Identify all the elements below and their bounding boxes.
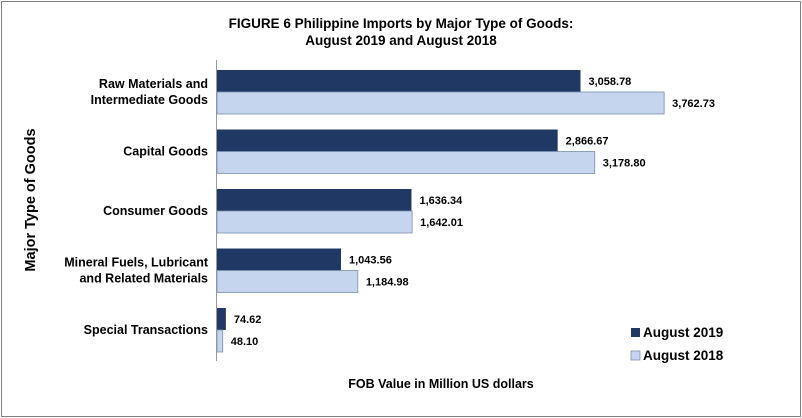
category-label: Capital Goods (123, 145, 208, 159)
data-label: 1,043.56 (349, 255, 392, 267)
data-label: 1,642.01 (420, 217, 463, 229)
bar (216, 210, 413, 234)
data-label: 3,762.73 (672, 98, 715, 110)
bar (216, 91, 665, 115)
data-label: 74.62 (234, 314, 262, 326)
chart-title-line-1: FIGURE 6 Philippine Imports by Major Typ… (229, 16, 574, 31)
category-label: Consumer Goods (103, 204, 208, 218)
bar (216, 329, 224, 353)
legend-label-august-2019: August 2019 (643, 325, 723, 340)
category-label: Special Transactions (84, 323, 208, 337)
data-label: 3,178.80 (603, 158, 646, 170)
data-label: 1,184.98 (366, 277, 409, 289)
data-label: 2,866.67 (566, 136, 609, 148)
bar (217, 189, 412, 211)
legend-swatch-august-2018 (630, 350, 641, 361)
legend: August 2019 August 2018 (630, 325, 724, 363)
legend-swatch-august-2019 (631, 328, 640, 337)
bar (217, 248, 342, 271)
bar (216, 151, 596, 174)
bar (216, 270, 359, 293)
category-label: Mineral Fuels, Lubricant and Related Mate… (64, 256, 209, 286)
bar (217, 308, 226, 330)
bar-groups: Raw Materials and Intermediate Goods 3,058… (64, 70, 715, 353)
data-label: 3,058.78 (588, 76, 631, 88)
data-label: 1,636.34 (419, 195, 463, 207)
bar (217, 70, 581, 92)
chart-title-line-2: August 2019 and August 2018 (305, 33, 497, 48)
legend-label-august-2018: August 2018 (643, 348, 724, 363)
data-label: 48.10 (231, 336, 259, 348)
x-axis-title: FOB Value in Million US dollars (348, 377, 533, 391)
y-axis-title: Major Type of Goods (23, 128, 39, 271)
bar (217, 129, 558, 152)
category-label: Raw Materials and Intermediate Goods (91, 77, 208, 107)
